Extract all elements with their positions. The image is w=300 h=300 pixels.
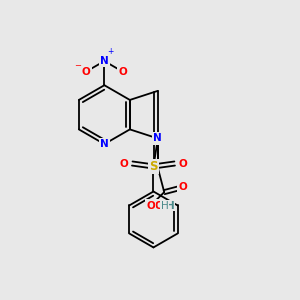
Text: −: −	[74, 61, 81, 70]
Text: O: O	[146, 201, 155, 211]
Text: O: O	[154, 201, 163, 211]
Text: S: S	[149, 160, 158, 173]
Text: +: +	[108, 47, 114, 56]
Text: H: H	[161, 201, 169, 211]
Text: O: O	[120, 158, 128, 169]
Text: O: O	[118, 67, 127, 77]
Text: H: H	[166, 201, 174, 211]
Text: O: O	[178, 158, 187, 169]
Text: N: N	[100, 139, 109, 149]
Text: O: O	[178, 182, 187, 192]
Text: O: O	[82, 67, 90, 77]
Text: N: N	[154, 134, 162, 143]
Text: N: N	[100, 56, 109, 66]
